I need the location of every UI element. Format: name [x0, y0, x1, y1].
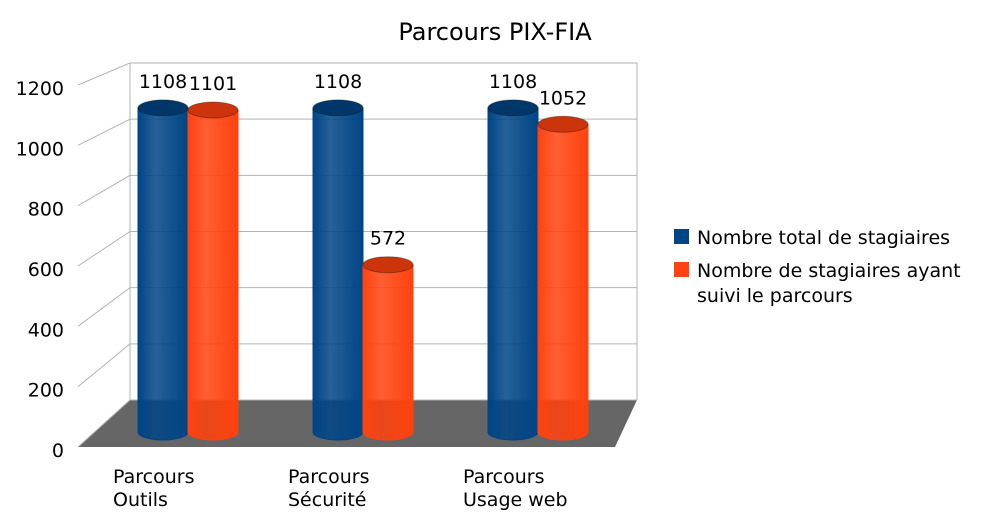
data-label: 1108 [489, 71, 537, 93]
y-tick-label: 0 [52, 440, 64, 462]
y-tick-label: 600 [28, 259, 64, 281]
bar-top [362, 256, 414, 274]
chart-title: Parcours PIX-FIA [398, 18, 592, 46]
data-label: 1108 [139, 71, 187, 93]
bar [487, 107, 539, 441]
data-label: 1052 [539, 87, 587, 109]
legend-label: Nombre de stagiaires ayant suivi le parco… [697, 260, 961, 307]
bar [137, 107, 189, 441]
bar-top [187, 101, 239, 119]
y-tick-label: 1000 [16, 138, 64, 160]
bar [187, 109, 239, 441]
y-tick-label: 1200 [16, 78, 64, 100]
bar-top [537, 115, 589, 133]
x-tick-label: Parcours Usage web [463, 466, 568, 511]
y-tick-label: 200 [28, 380, 64, 402]
grid-line [77, 118, 131, 146]
bar [362, 264, 414, 441]
legend-swatch [674, 229, 689, 244]
bar-top [137, 99, 189, 117]
bar [312, 107, 364, 441]
data-label: 572 [370, 228, 406, 250]
grid-line [77, 287, 131, 327]
x-tick-label: Parcours Sécurité [288, 466, 369, 511]
y-tick-label: 400 [28, 319, 64, 341]
grid-line [77, 62, 131, 86]
grid-line [77, 231, 131, 267]
bar-top [312, 99, 364, 117]
legend-swatch [674, 262, 689, 277]
bar [537, 123, 589, 441]
y-tick-label: 800 [28, 199, 64, 221]
bar-top [487, 99, 539, 117]
x-tick-label: Parcours Outils [113, 466, 194, 511]
data-label: 1108 [314, 71, 362, 93]
legend-label: Nombre total de stagiaires [697, 227, 950, 249]
grid-line [77, 174, 131, 207]
data-label: 1101 [189, 73, 237, 95]
grid-line [77, 399, 131, 448]
grid-line [77, 343, 131, 388]
